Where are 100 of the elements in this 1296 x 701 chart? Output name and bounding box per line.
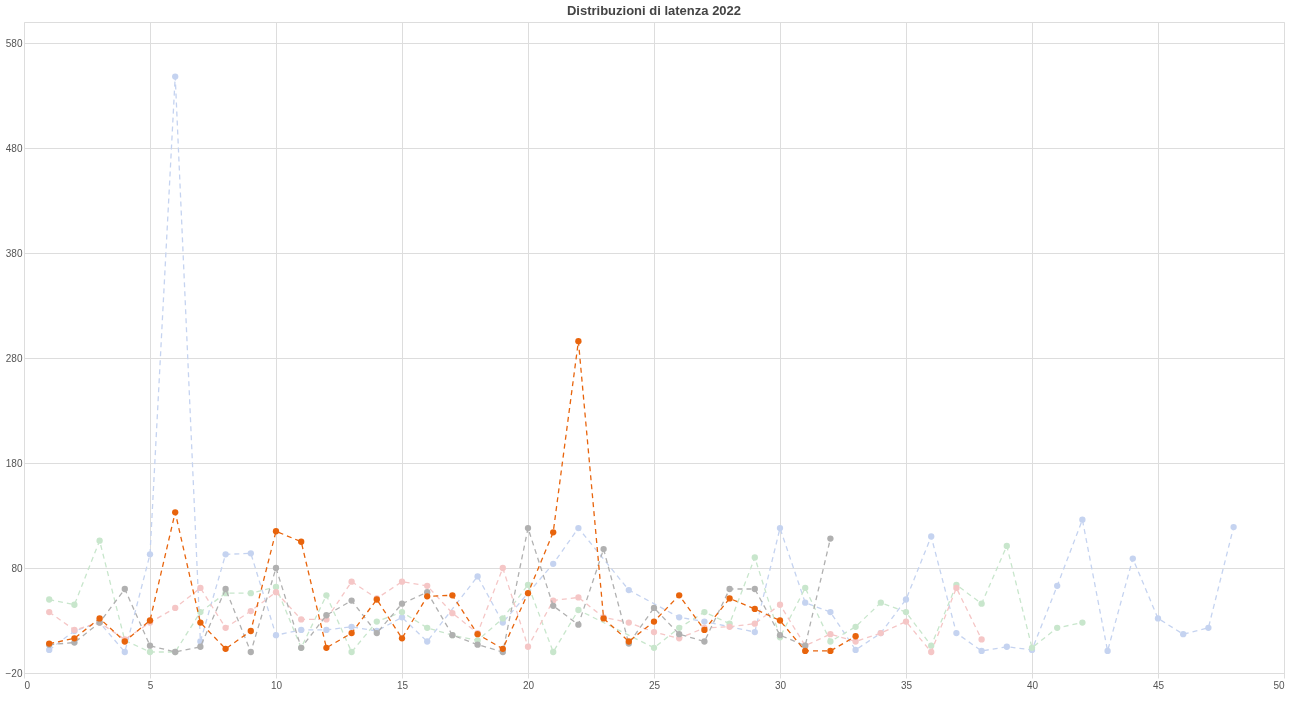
point <box>827 630 834 638</box>
point <box>1054 582 1061 590</box>
point <box>247 550 254 557</box>
point <box>751 628 758 636</box>
point <box>398 578 406 585</box>
point <box>625 586 632 594</box>
point <box>1003 643 1010 650</box>
point <box>398 614 406 621</box>
point <box>524 590 532 597</box>
point <box>852 638 859 645</box>
point <box>701 608 708 616</box>
point <box>247 648 254 656</box>
point <box>1230 523 1237 531</box>
y-tick-label: −20 <box>5 667 23 679</box>
point <box>298 626 305 634</box>
point <box>449 592 456 599</box>
point <box>1079 619 1086 626</box>
point <box>726 585 733 593</box>
x-tick-label: 20 <box>522 679 535 691</box>
point <box>247 607 254 615</box>
y-tick-label: 380 <box>5 247 23 259</box>
point <box>524 643 532 650</box>
point <box>650 644 658 651</box>
point <box>1054 624 1061 632</box>
y-tick-label: 180 <box>5 457 23 469</box>
point <box>323 626 330 634</box>
point <box>172 509 179 516</box>
point <box>877 599 884 606</box>
point <box>247 627 254 635</box>
point <box>46 646 53 654</box>
point <box>1079 516 1086 523</box>
point <box>222 645 229 653</box>
point <box>802 584 809 592</box>
point <box>701 638 708 645</box>
point <box>650 628 658 636</box>
point <box>550 648 557 656</box>
y-tick-label: 580 <box>5 37 23 49</box>
y-tick-label: 280 <box>5 352 23 364</box>
point <box>978 647 985 655</box>
x-tick-label: 50 <box>1273 679 1285 691</box>
x-tick-label: 35 <box>900 679 913 691</box>
point <box>71 635 78 642</box>
point <box>524 524 532 532</box>
point <box>46 608 53 616</box>
point <box>398 608 406 616</box>
point <box>348 629 355 637</box>
point <box>197 584 204 592</box>
point <box>676 624 683 632</box>
point <box>96 615 103 622</box>
point <box>146 642 154 649</box>
point <box>121 585 128 593</box>
point <box>197 643 204 650</box>
point <box>953 584 960 592</box>
point <box>146 551 154 558</box>
point <box>676 614 683 621</box>
point <box>650 604 658 612</box>
point <box>827 638 834 645</box>
point <box>272 588 280 596</box>
x-tick-label: 15 <box>396 679 409 691</box>
point <box>852 623 859 630</box>
point <box>524 581 532 588</box>
point <box>575 606 582 614</box>
point <box>802 599 809 606</box>
point <box>96 537 103 544</box>
point <box>902 608 910 616</box>
point <box>1205 624 1212 632</box>
point <box>575 338 582 345</box>
point <box>348 578 355 585</box>
point <box>550 560 557 567</box>
point <box>928 648 935 656</box>
x-tick-label: 0 <box>24 679 31 691</box>
x-tick-label: 40 <box>1026 679 1039 691</box>
point <box>625 619 632 626</box>
x-tick-label: 45 <box>1152 679 1165 691</box>
point <box>852 646 859 654</box>
point <box>776 617 784 624</box>
y-tick-label: 80 <box>11 562 23 574</box>
point <box>726 595 733 602</box>
point <box>751 620 758 627</box>
y-tick-label: 480 <box>5 142 23 154</box>
point <box>398 635 406 642</box>
point <box>398 600 406 607</box>
point <box>424 638 431 645</box>
point <box>902 596 910 603</box>
point <box>247 590 254 597</box>
point <box>272 564 280 572</box>
point <box>172 604 179 612</box>
x-tick-label: 25 <box>648 679 661 691</box>
point <box>1154 615 1162 622</box>
point <box>550 529 557 536</box>
point <box>474 641 481 648</box>
point <box>348 623 355 630</box>
point <box>323 592 330 599</box>
point <box>676 592 683 599</box>
point <box>449 609 456 617</box>
point <box>650 618 658 625</box>
point <box>600 545 607 553</box>
point <box>323 612 330 619</box>
point <box>424 624 431 632</box>
point <box>978 636 985 643</box>
